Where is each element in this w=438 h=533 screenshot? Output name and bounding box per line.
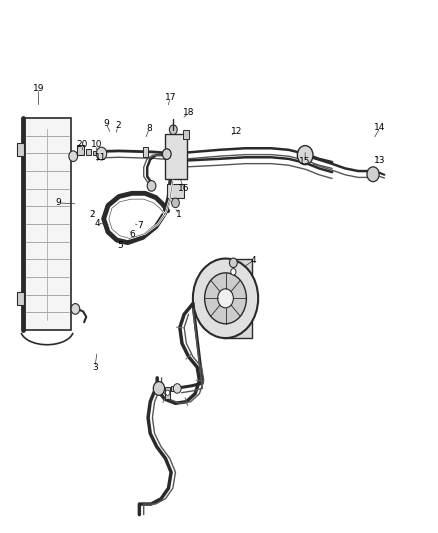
Circle shape [205,273,247,324]
Bar [17,143,24,156]
Circle shape [96,147,107,160]
Bar [93,151,102,155]
Bar [166,387,170,399]
Bar [17,292,24,305]
Circle shape [71,304,80,314]
Text: 3: 3 [92,363,98,372]
Text: 1: 1 [176,210,182,219]
Circle shape [162,149,171,159]
Circle shape [172,198,180,208]
Text: 9: 9 [55,198,61,207]
Text: 6: 6 [129,230,135,239]
Text: 7: 7 [137,221,143,230]
Text: 8: 8 [146,124,152,133]
Text: 13: 13 [374,156,386,165]
Circle shape [193,259,258,338]
Bar [165,134,187,179]
Bar [167,184,184,198]
Text: 11: 11 [95,154,106,163]
Text: 9: 9 [103,119,109,128]
Text: 4: 4 [94,219,100,228]
Text: 2: 2 [115,122,121,131]
Circle shape [153,382,165,395]
Text: 17: 17 [165,93,176,102]
Circle shape [147,181,156,191]
Text: 16: 16 [177,183,189,192]
Circle shape [166,390,170,395]
Bar [223,259,252,338]
Text: 15: 15 [300,157,311,166]
Circle shape [297,146,313,165]
Text: 19: 19 [33,84,44,93]
Circle shape [367,167,379,182]
Text: 10: 10 [91,140,102,149]
Circle shape [230,258,237,268]
Circle shape [218,289,233,308]
Text: 12: 12 [231,127,242,136]
Circle shape [231,269,236,275]
Bar [184,130,189,139]
Text: 18: 18 [183,108,194,117]
Text: 4: 4 [251,256,257,265]
Bar [86,149,92,155]
Text: 14: 14 [374,123,386,132]
Bar [23,118,71,330]
Text: 2: 2 [89,210,95,219]
Text: 5: 5 [117,241,123,250]
Bar [143,147,148,157]
Circle shape [69,151,78,161]
Circle shape [170,125,177,134]
Bar [171,386,178,391]
Text: 20: 20 [76,140,88,149]
Circle shape [173,384,181,393]
Bar [77,144,84,155]
